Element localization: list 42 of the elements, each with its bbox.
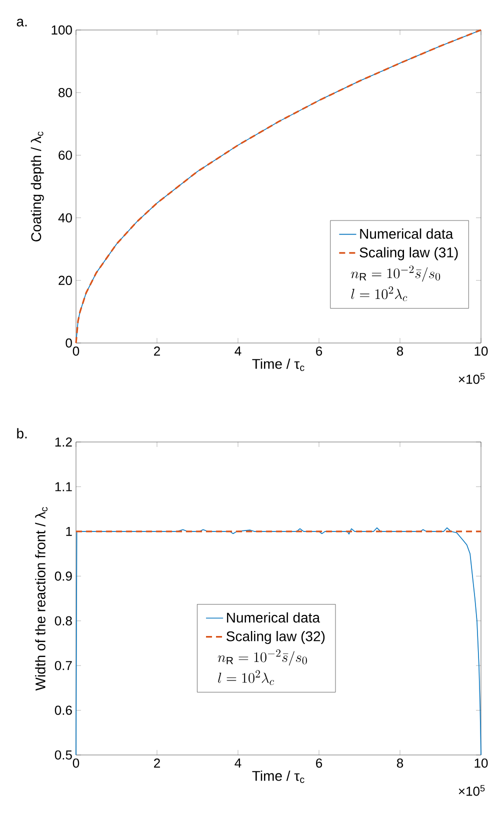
text: ×10$^{5}$: [458, 373, 485, 384]
y-tick-label: 80: [58, 88, 72, 98]
x-tick-label: 0: [72, 346, 80, 356]
x-tick-label: 6: [316, 758, 322, 768]
annotation: $l = 10^2\lambda_c$: [351, 286, 408, 302]
x-tick-label: 2: [154, 758, 160, 768]
y-tick-label: 1: [66, 526, 72, 536]
x-tick-label: 0: [72, 758, 80, 768]
y-tick-label: 100: [52, 25, 72, 35]
x-tick-label: 4: [234, 758, 242, 768]
y-tick-label: 0.6: [54, 706, 72, 715]
legend-label: Scaling law (32): [226, 630, 325, 644]
x-tick-label: 8: [396, 346, 404, 356]
chart-title: b.: [17, 428, 27, 438]
y-tick-label: 1.1: [55, 482, 72, 492]
x-tick-label: 10: [474, 758, 488, 768]
y-axis-title: Width of the reaction front / λ$_{c}$: [35, 507, 48, 691]
y-tick-label: 40: [58, 213, 72, 222]
y-tick-label: 60: [58, 150, 72, 160]
annotation: $n_{\mathrm{R}} = 10^{-2}\bar{s}/s_0$: [218, 649, 307, 666]
text: ×10$^{5}$: [458, 785, 485, 796]
legend-label: Numerical data: [227, 612, 320, 623]
y-tick-label: 0.5: [54, 750, 72, 760]
legend-label: Numerical data: [360, 228, 454, 239]
y-axis-title: Coating depth / λ$_{c}$: [30, 132, 44, 242]
x-tick-label: 10: [474, 346, 488, 356]
x-axis-title: Time / τ$_{c}$: [252, 770, 304, 783]
x-tick-label: 4: [234, 346, 242, 356]
y-tick-label: 0: [66, 338, 72, 348]
chart-title: a.: [16, 18, 27, 26]
y-tick-label: 0.9: [54, 572, 72, 581]
annotation: $l = 10^2\lambda_c$: [218, 670, 274, 685]
legend-label: Scaling law (31): [360, 247, 458, 260]
y-tick-label: 1.2: [55, 437, 72, 447]
x-tick-label: 2: [154, 346, 160, 356]
y-tick-label: 20: [58, 276, 72, 285]
x-axis-title: Time / τ$_{c}$: [252, 358, 304, 371]
x-tick-label: 6: [316, 346, 322, 356]
y-tick-label: 0.8: [54, 616, 72, 626]
y-tick-label: 0.7: [54, 660, 72, 670]
annotation: $n_{\mathrm{R}} = 10^{-2}\bar{s}/s_0$: [351, 266, 440, 282]
x-tick-label: 8: [396, 758, 404, 768]
